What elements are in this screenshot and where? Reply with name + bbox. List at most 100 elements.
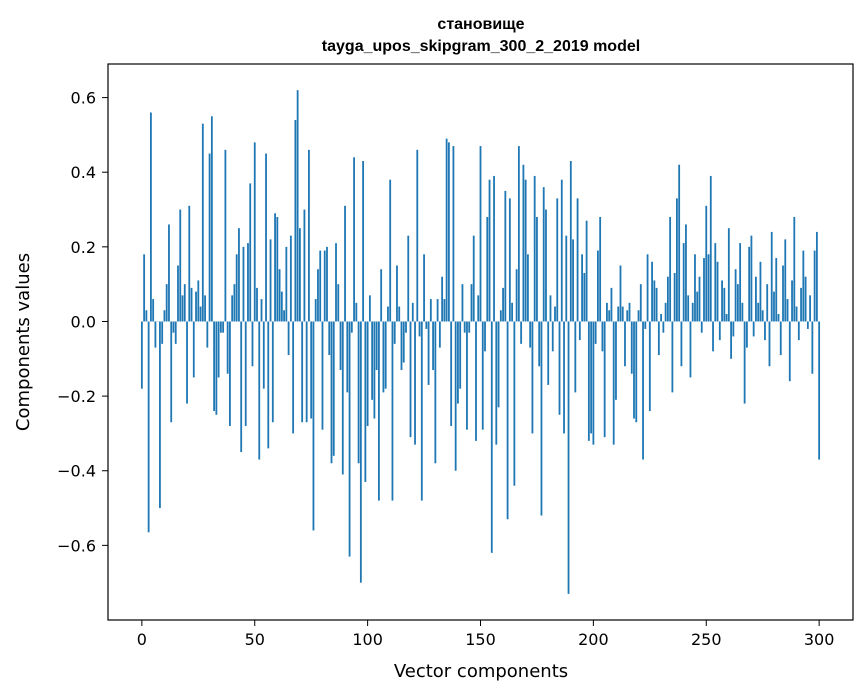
bar-2: [145, 310, 148, 322]
bar-165: [513, 321, 516, 486]
bar-73: [305, 321, 308, 423]
bar-6: [154, 321, 157, 348]
bar-108: [384, 321, 387, 389]
bar-10: [163, 310, 166, 322]
bar-189: [567, 321, 570, 594]
bar-149: [477, 295, 480, 322]
bar-72: [303, 209, 306, 322]
bar-258: [723, 287, 726, 322]
y-tick-label: −0.6: [57, 536, 96, 555]
bar-247: [698, 276, 701, 322]
bar-273: [757, 302, 760, 322]
bar-30: [208, 153, 211, 322]
bar-171: [527, 254, 529, 322]
bar-62: [280, 291, 283, 322]
bar-178: [542, 187, 545, 322]
bar-235: [671, 321, 674, 393]
bar-287: [788, 321, 791, 382]
bar-81: [323, 250, 326, 322]
bar-261: [730, 321, 732, 359]
bar-122: [416, 149, 419, 322]
bar-100: [366, 321, 369, 426]
bar-20: [186, 321, 188, 404]
bar-129: [432, 321, 434, 370]
bar-239: [680, 321, 683, 367]
bar-253: [712, 321, 714, 352]
bar-3: [147, 321, 150, 533]
bar-214: [624, 321, 626, 367]
bar-92: [348, 321, 351, 557]
bar-282: [777, 314, 780, 322]
bar-161: [504, 190, 507, 322]
bar-26: [199, 306, 202, 322]
bar-110: [389, 179, 392, 322]
bar-230: [660, 314, 663, 322]
bar-227: [653, 280, 656, 322]
bar-150: [479, 146, 482, 322]
bar-19: [183, 284, 186, 322]
bar-192: [574, 321, 577, 393]
bar-293: [802, 250, 805, 322]
bar-54: [262, 321, 265, 389]
bar-237: [676, 198, 678, 322]
bar-60: [276, 216, 279, 322]
bar-160: [502, 287, 504, 322]
bar-274: [759, 261, 762, 322]
bar-294: [804, 276, 807, 322]
bar-187: [563, 321, 565, 434]
bar-38: [226, 321, 229, 374]
bar-255: [716, 261, 719, 322]
bar-286: [786, 299, 789, 322]
bar-297: [811, 321, 814, 374]
bar-220: [637, 310, 640, 322]
y-tick-label: −0.4: [57, 462, 96, 481]
bar-65: [287, 321, 290, 356]
bar-181: [549, 295, 552, 322]
bar-163: [508, 198, 511, 322]
bar-51: [256, 287, 258, 322]
bar-167: [517, 146, 520, 322]
bar-288: [791, 280, 793, 322]
bar-82: [326, 246, 328, 322]
bar-213: [621, 306, 624, 322]
bar-13: [170, 321, 173, 423]
bar-182: [551, 321, 554, 352]
bar-224: [646, 254, 649, 322]
bar-36: [222, 321, 225, 333]
bar-136: [447, 142, 450, 322]
bar-71: [301, 321, 304, 423]
bar-123: [418, 321, 421, 337]
bar-290: [795, 306, 798, 322]
bar-169: [522, 164, 525, 322]
bar-185: [558, 321, 561, 415]
bar-234: [669, 216, 672, 322]
bar-127: [427, 321, 430, 385]
bar-157: [495, 321, 498, 445]
bar-232: [664, 302, 667, 322]
bar-47: [247, 243, 249, 322]
bar-96: [357, 321, 360, 464]
bar-299: [815, 231, 818, 322]
bar-58: [271, 321, 274, 423]
bar-162: [506, 321, 509, 520]
bar-240: [682, 243, 685, 322]
bar-238: [678, 164, 681, 322]
chart-title: становище: [437, 16, 524, 33]
bar-272: [755, 276, 757, 322]
bar-194: [578, 321, 581, 341]
bar-205: [603, 321, 606, 438]
bar-172: [529, 321, 532, 348]
bar-48: [249, 183, 252, 322]
x-tick-label: 200: [578, 630, 609, 649]
x-tick-label: 250: [691, 630, 722, 649]
bar-242: [687, 295, 690, 322]
x-tick-label: 0: [137, 630, 147, 649]
y-tick-label: 0.0: [71, 312, 96, 331]
bar-201: [594, 321, 597, 344]
bar-223: [644, 321, 647, 329]
bar-203: [599, 216, 602, 322]
bar-281: [775, 258, 778, 322]
bar-5: [152, 299, 155, 322]
bar-22: [190, 287, 193, 322]
